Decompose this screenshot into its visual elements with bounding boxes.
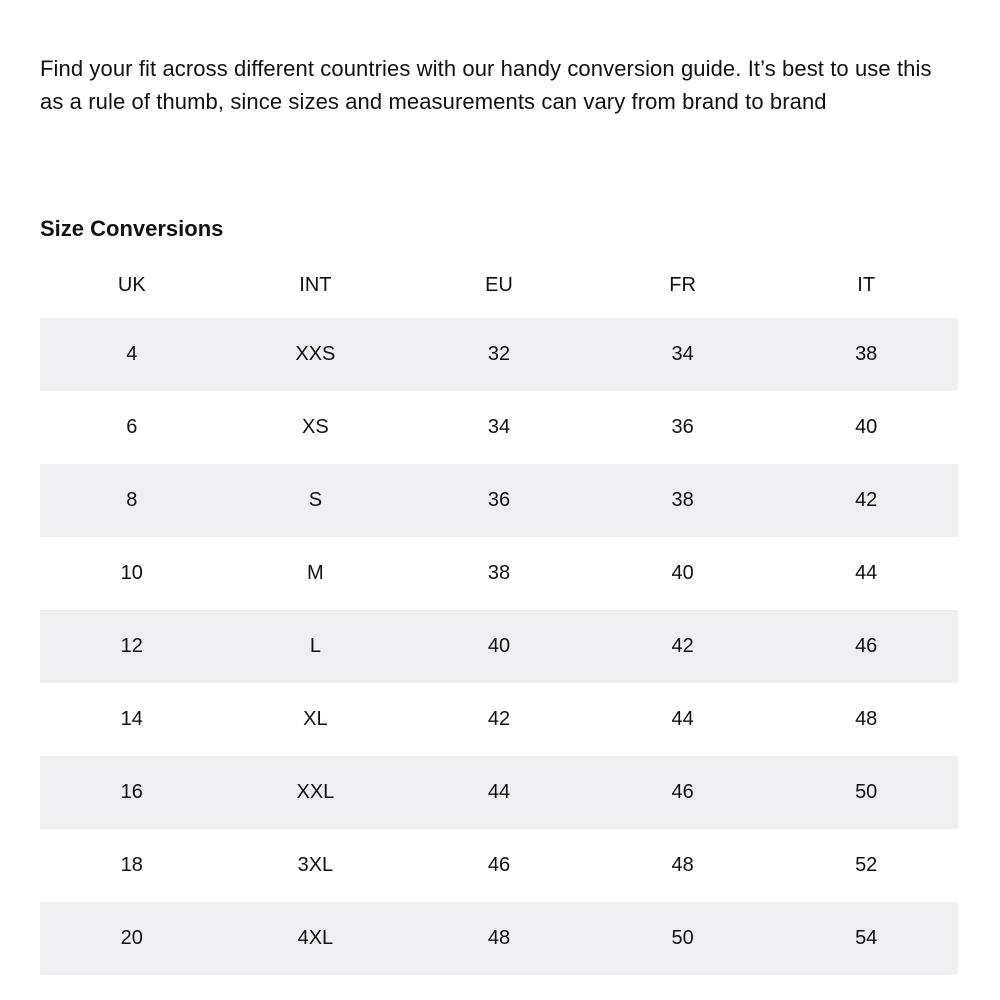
cell-int: L <box>223 610 408 683</box>
table-row: 8 S 36 38 42 <box>40 464 958 537</box>
cell-it: 50 <box>774 756 958 829</box>
intro-paragraph: Find your fit across different countries… <box>40 56 932 114</box>
cell-eu: 40 <box>407 610 591 683</box>
column-header-uk: UK <box>117 274 146 296</box>
table-row: 4 XXS 32 34 38 <box>40 318 958 391</box>
table-row: 6 XS 34 36 40 <box>40 391 958 464</box>
cell-eu: 44 <box>407 756 591 829</box>
size-conversion-table: UK INT EU FR IT 4 XXS 32 34 38 6 XS 34 3… <box>40 252 958 975</box>
cell-fr: 36 <box>590 391 775 464</box>
cell-uk: 20 <box>40 902 224 975</box>
column-header-it: IT <box>857 274 876 296</box>
table-row: 18 3XL 46 48 52 <box>40 829 958 902</box>
cell-it: 42 <box>774 464 958 537</box>
cell-int: XXS <box>223 318 408 391</box>
cell-uk: 8 <box>40 464 224 537</box>
cell-fr: 44 <box>590 683 775 756</box>
cell-it: 54 <box>774 902 958 975</box>
cell-uk: 6 <box>40 391 224 464</box>
cell-eu: 34 <box>407 391 591 464</box>
cell-fr: 48 <box>590 829 775 902</box>
cell-it: 38 <box>774 318 958 391</box>
cell-int: XXL <box>223 756 408 829</box>
cell-fr: 46 <box>590 756 775 829</box>
cell-eu: 38 <box>407 537 591 610</box>
cell-eu: 46 <box>407 829 591 902</box>
cell-eu: 36 <box>407 464 591 537</box>
cell-int: XS <box>223 391 408 464</box>
cell-uk: 10 <box>40 537 224 610</box>
cell-it: 40 <box>774 391 958 464</box>
cell-uk: 16 <box>40 756 224 829</box>
cell-fr: 42 <box>590 610 775 683</box>
cell-fr: 50 <box>590 902 775 975</box>
cell-int: S <box>223 464 408 537</box>
cell-it: 52 <box>774 829 958 902</box>
cell-it: 44 <box>774 537 958 610</box>
cell-fr: 34 <box>590 318 775 391</box>
table-row: 20 4XL 48 50 54 <box>40 902 958 975</box>
cell-uk: 18 <box>40 829 224 902</box>
cell-int: 3XL <box>223 829 408 902</box>
table-row: 14 XL 42 44 48 <box>40 683 958 756</box>
cell-it: 46 <box>774 610 958 683</box>
column-header-fr: FR <box>669 274 696 296</box>
cell-uk: 4 <box>40 318 224 391</box>
cell-uk: 14 <box>40 683 224 756</box>
cell-fr: 40 <box>590 537 775 610</box>
cell-fr: 38 <box>590 464 775 537</box>
cell-uk: 12 <box>40 610 224 683</box>
cell-it: 48 <box>774 683 958 756</box>
table-row: 10 M 38 40 44 <box>40 537 958 610</box>
cell-int: XL <box>223 683 408 756</box>
table-row: 12 L 40 42 46 <box>40 610 958 683</box>
column-header-eu: EU <box>485 274 513 296</box>
cell-eu: 32 <box>407 318 591 391</box>
cell-eu: 48 <box>407 902 591 975</box>
cell-int: 4XL <box>223 902 408 975</box>
column-header-int: INT <box>299 274 332 296</box>
cell-int: M <box>223 537 408 610</box>
cell-eu: 42 <box>407 683 591 756</box>
table-row: 16 XXL 44 46 50 <box>40 756 958 829</box>
section-title: Size Conversions <box>40 216 224 241</box>
table-header-row: UK INT EU FR IT <box>40 252 958 318</box>
